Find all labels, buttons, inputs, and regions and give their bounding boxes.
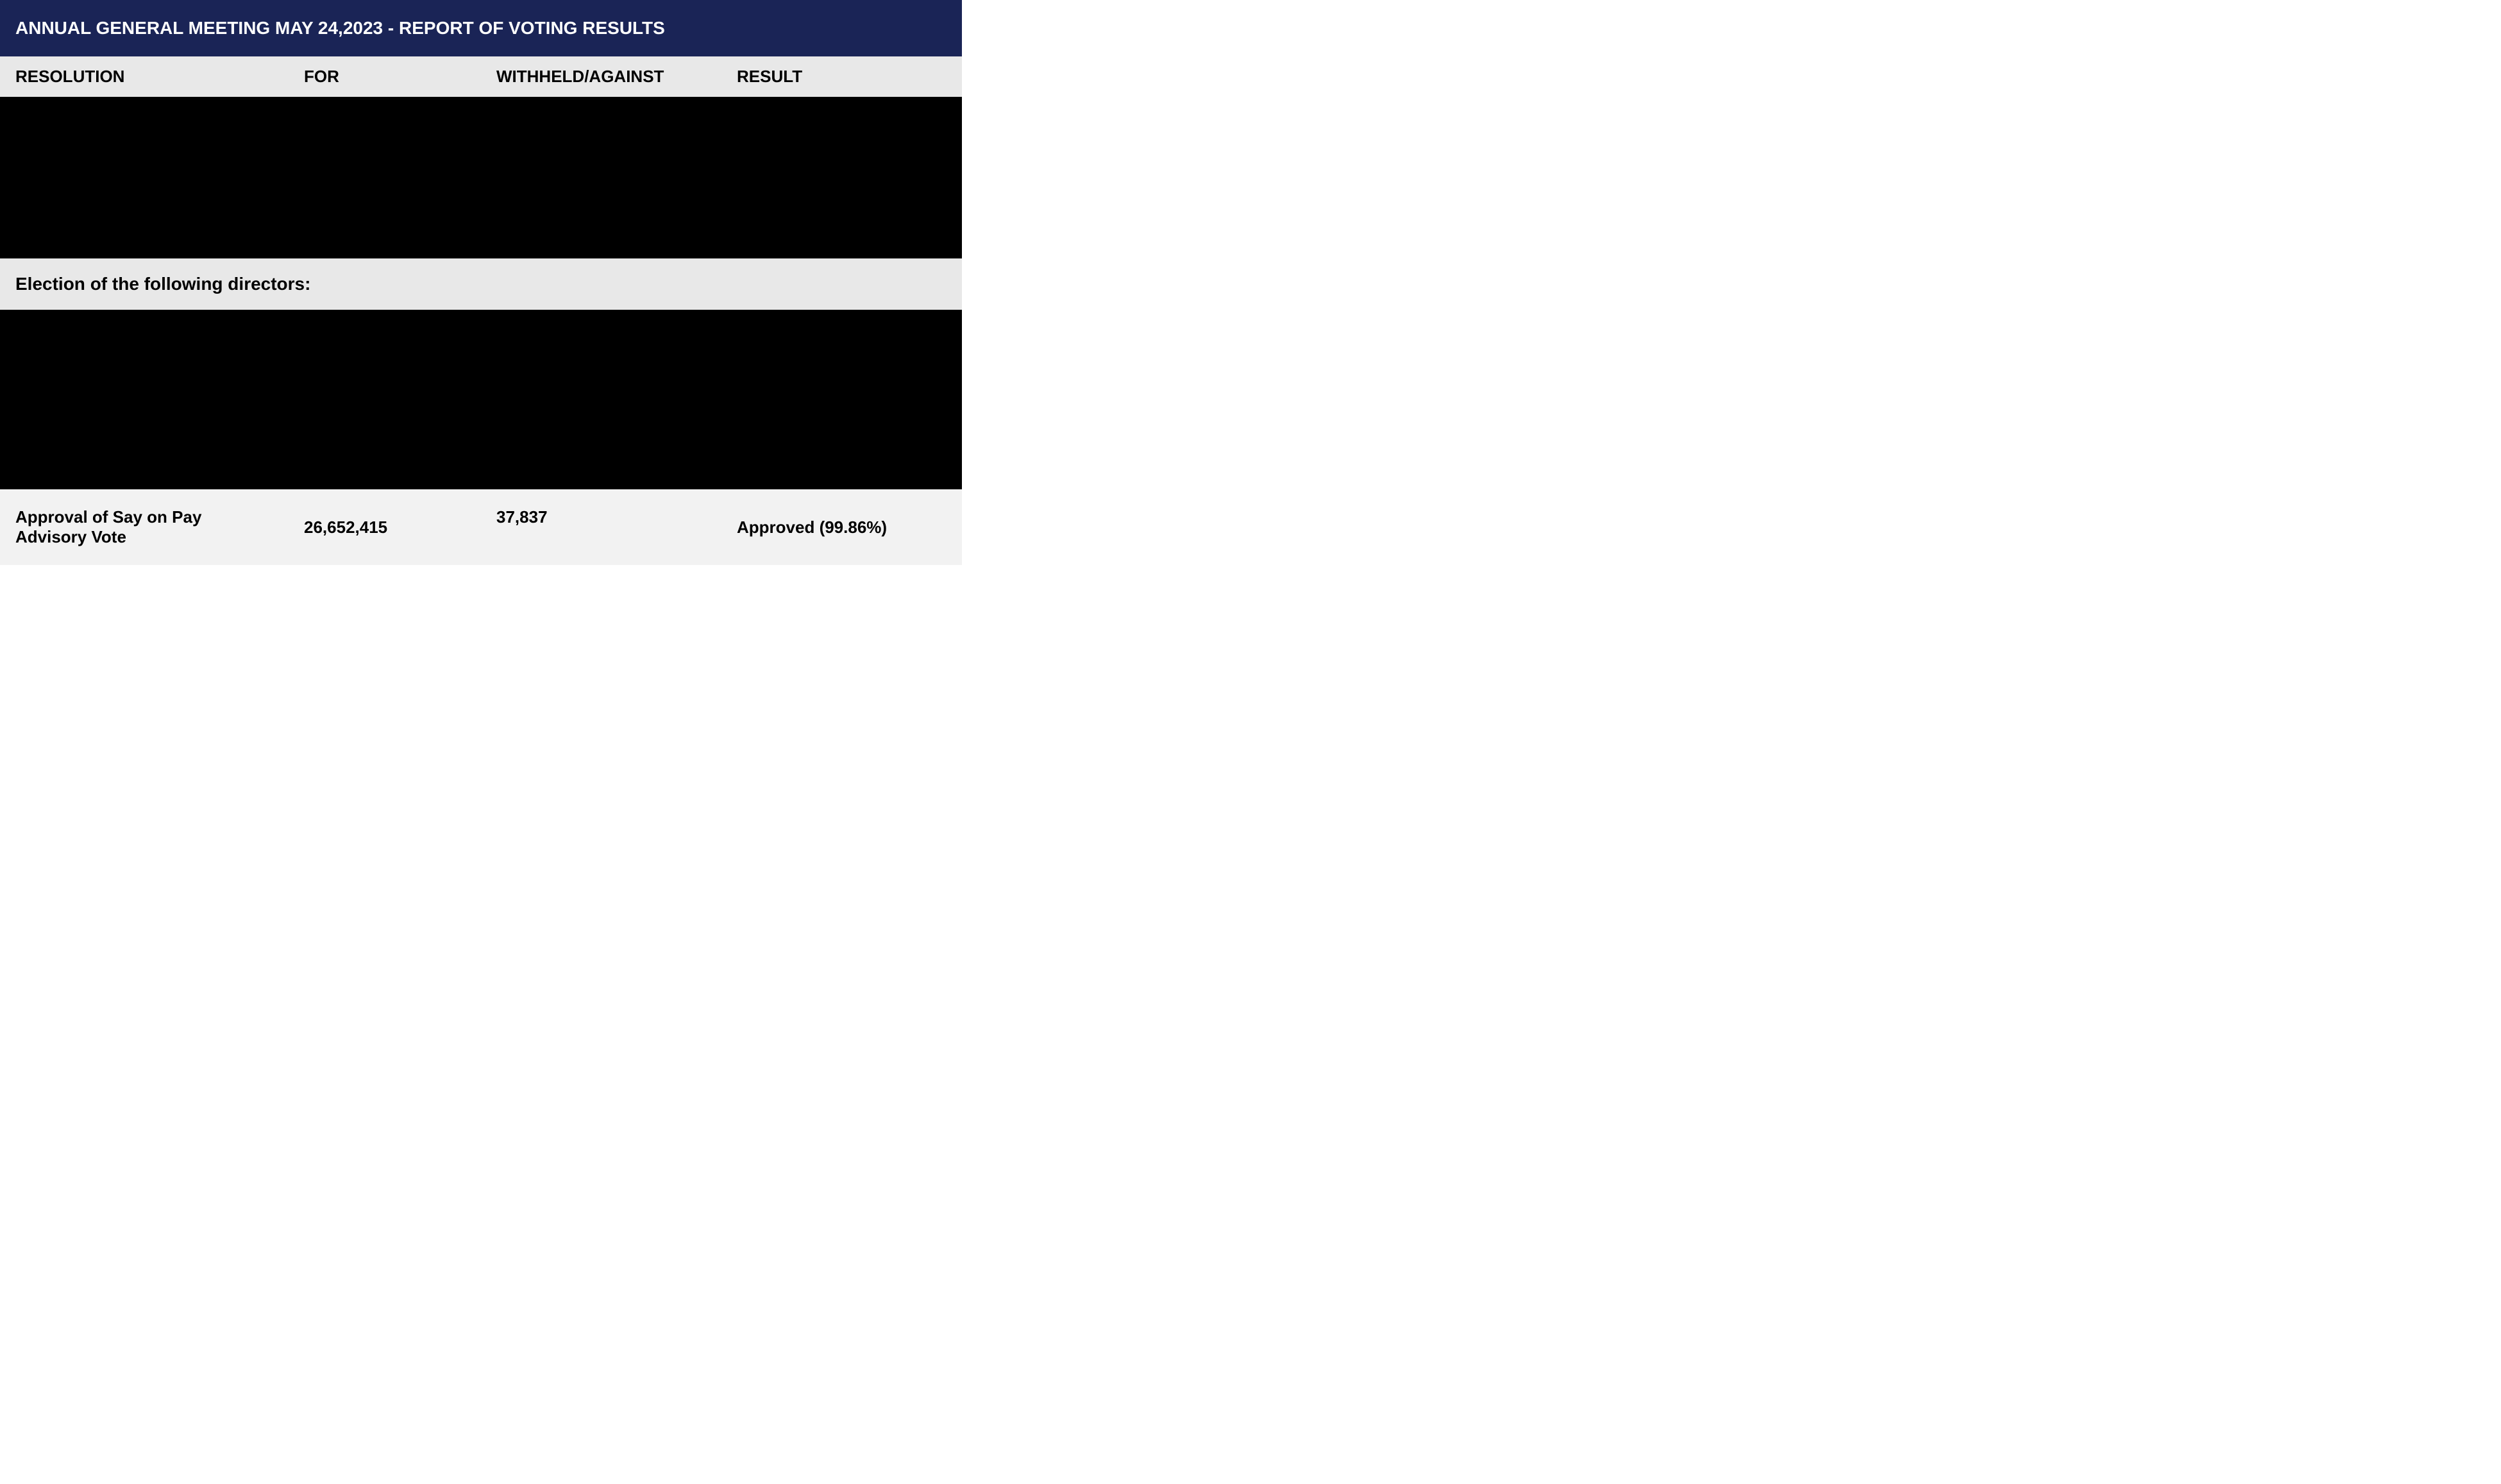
director-result: Elected (99.97%) [721, 310, 962, 346]
col-header-result: RESULT [721, 56, 962, 97]
director-for: 26,685,920 [289, 417, 481, 453]
director-row: Pat Hudson 26,682,803 7,249 Elected (99.… [0, 310, 962, 346]
director-row: Anne O'Brien 26,685,920 4,132 Elected (9… [0, 417, 962, 453]
director-withheld: 7,864 [481, 453, 721, 489]
director-row: Bryan Clarke-Whistler 26,682,356 7,696 E… [0, 346, 962, 382]
auditor-withheld: 5,037 [481, 97, 721, 258]
director-for: 26,682,356 [289, 346, 481, 382]
say-on-pay-result: Approved (99.86%) [721, 489, 962, 565]
director-name: Bryan Clarke-Whistler [0, 346, 289, 382]
director-result: Elected (99.97%) [721, 346, 962, 382]
col-header-for: FOR [289, 56, 481, 97]
director-row: Leslie Gramond 26,682,188 7,864 Elected … [0, 453, 962, 489]
director-name: Leslie Gramond [0, 453, 289, 489]
director-result: Elected (99.98%) [721, 417, 962, 453]
director-for: 26,682,803 [289, 310, 481, 346]
auditor-result: Approved (99.98%) [721, 97, 962, 258]
col-header-withheld: WITHHELD/AGAINST [481, 56, 721, 97]
director-result: Elected (99.97%) [721, 382, 962, 417]
director-name: David Rosenkrantz [0, 382, 289, 417]
directors-subheader-row: Election of the following directors: [0, 258, 962, 310]
director-withheld: 7,892 [481, 382, 721, 417]
voting-results-table: RESOLUTION FOR WITHHELD/AGAINST RESULT A… [0, 56, 962, 565]
director-withheld: 7,249 [481, 310, 721, 346]
auditor-for: 26,685,015 [289, 97, 481, 258]
col-header-resolution: RESOLUTION [0, 56, 289, 97]
director-name: Anne O'Brien [0, 417, 289, 453]
director-withheld: 7,696 [481, 346, 721, 382]
say-on-pay-row: Approval of Say on Pay Advisory Vote 26,… [0, 489, 962, 565]
say-on-pay-resolution: Approval of Say on Pay Advisory Vote [0, 489, 289, 565]
auditor-appointment-row: Appointment of Deloitte LLP, Canada as A… [0, 97, 962, 258]
voting-results-report: ANNUAL GENERAL MEETING MAY 24,2023 - REP… [0, 0, 962, 565]
director-withheld: 4,132 [481, 417, 721, 453]
table-header-row: RESOLUTION FOR WITHHELD/AGAINST RESULT [0, 56, 962, 97]
director-row: David Rosenkrantz 26,682,160 7,892 Elect… [0, 382, 962, 417]
directors-subheader: Election of the following directors: [0, 258, 962, 310]
director-result: Elected (99.97%) [721, 453, 962, 489]
director-name: Pat Hudson [0, 310, 289, 346]
director-for: 26,682,188 [289, 453, 481, 489]
report-title-banner: ANNUAL GENERAL MEETING MAY 24,2023 - REP… [0, 0, 962, 56]
auditor-resolution: Appointment of Deloitte LLP, Canada as A… [0, 97, 289, 258]
director-for: 26,682,160 [289, 382, 481, 417]
say-on-pay-for: 26,652,415 [289, 489, 481, 565]
report-title: ANNUAL GENERAL MEETING MAY 24,2023 - REP… [15, 18, 665, 38]
say-on-pay-withheld: 37,837 [481, 489, 721, 565]
